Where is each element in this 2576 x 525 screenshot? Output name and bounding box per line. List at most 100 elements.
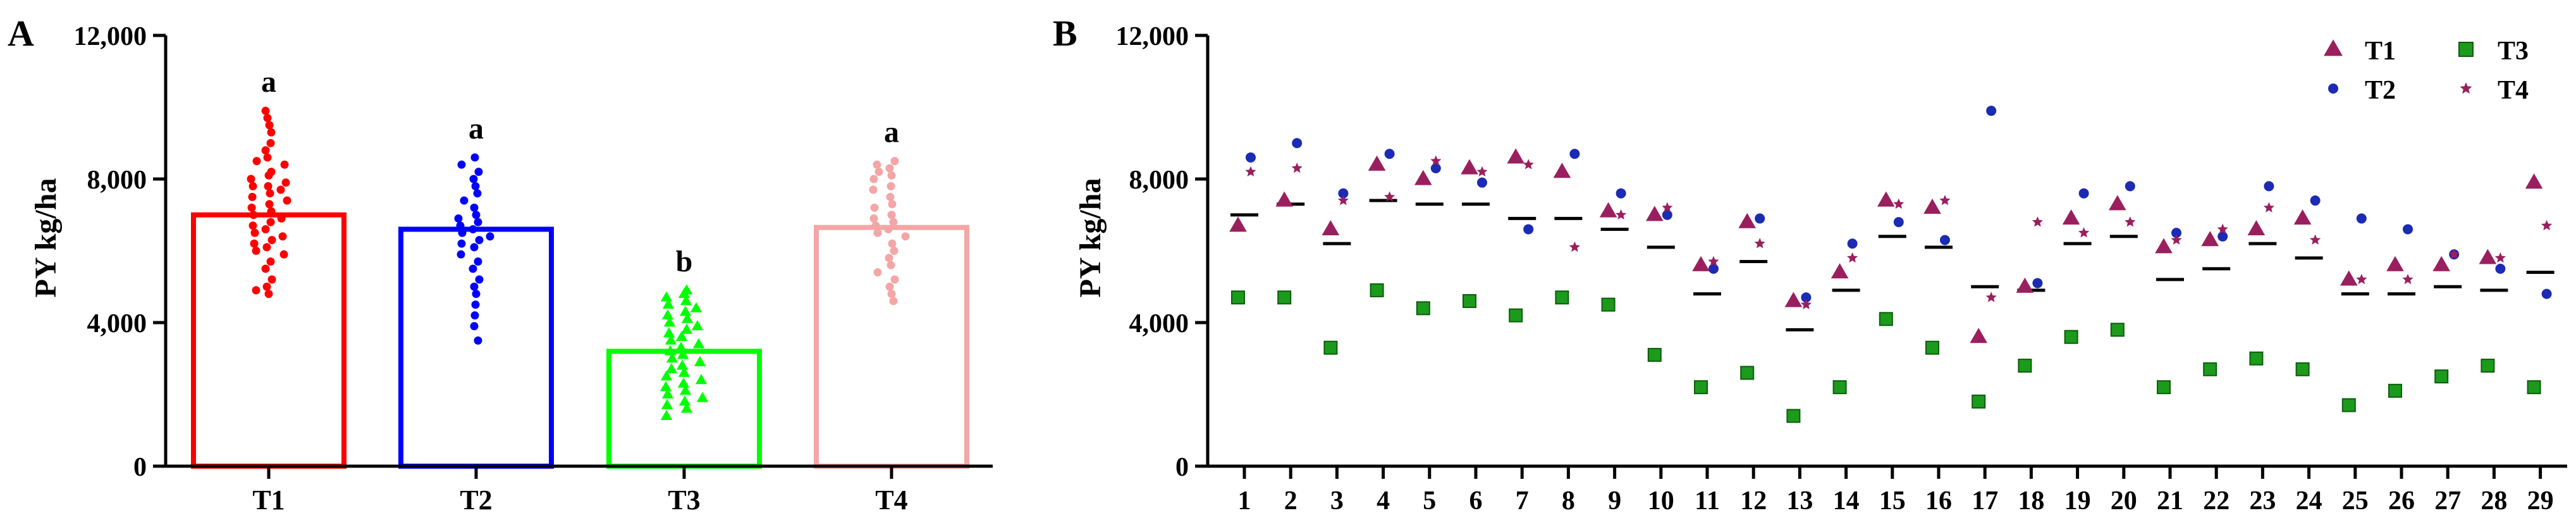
panel-b-point-t1 (1831, 263, 1849, 279)
panel-a-point (681, 312, 694, 323)
panel-a-point (264, 171, 273, 180)
panel-a-point (888, 239, 897, 248)
panel-b-point-t4 (1985, 292, 1997, 302)
panel-b-point-t4 (2032, 216, 2043, 227)
panel-a-point (267, 207, 276, 216)
panel-b-point-t1 (2386, 256, 2404, 271)
panel-b-point-t4 (1800, 299, 1812, 309)
panel-a-point (471, 300, 480, 309)
panel-a-point (663, 327, 675, 338)
panel-b-point-t1 (1784, 292, 1803, 307)
panel-b-point-t2 (1801, 292, 1812, 303)
panel-b-x-tick-label: 25 (2342, 486, 2369, 516)
panel-b-legend: T1 T2 T3 T4 (2324, 37, 2529, 105)
panel-a-point (885, 282, 894, 291)
panel-a-point (889, 218, 898, 226)
panel-a-point (266, 257, 275, 266)
panel-b-x-tick-label: 20 (2111, 486, 2137, 516)
panel-a-point (250, 228, 259, 237)
panel-a-point (661, 398, 673, 409)
panel-b-point-t4 (2125, 216, 2136, 227)
panel-b-point-t3 (1463, 293, 1476, 308)
panel-b-x-tick-label: 8 (1562, 486, 1575, 516)
panel-b-point-t1 (1646, 206, 1664, 221)
panel-b-legend-label-t1: T1 (2365, 37, 2396, 66)
panel-a-point (886, 192, 895, 201)
panel-a-point (264, 290, 273, 299)
panel-b-point-t2 (2078, 188, 2089, 199)
panel-a-point (664, 345, 677, 355)
panel-a-point (470, 153, 479, 162)
panel-b-x-tick-label: 18 (2018, 486, 2044, 516)
panel-b-point-t2 (1940, 235, 1950, 245)
panel-b-point-t3 (2341, 398, 2356, 412)
panel-a-point (889, 297, 898, 306)
panel-b-x-tick-label: 3 (1330, 486, 1344, 516)
panel-b-point-t2 (1755, 213, 1765, 224)
panel-b-x-tick-label: 19 (2064, 486, 2091, 516)
panel-b-point-t4 (2078, 227, 2090, 238)
panel-a-point (469, 264, 477, 273)
panel-a-letter: a (884, 116, 899, 149)
panel-b-point-t1 (1692, 256, 1710, 271)
panel-a-point (267, 275, 276, 284)
panel-b-point-t3 (1694, 380, 1708, 395)
panel-b-point-t1 (1970, 328, 1987, 343)
panel-a-point (665, 363, 678, 374)
panel-b-point-t3 (2295, 362, 2310, 376)
panel-a-point (474, 257, 482, 266)
panel-a-bar-t1 (191, 212, 347, 469)
panel-a-point (261, 225, 270, 233)
panel-b-point-t3 (2018, 359, 2032, 373)
panel-a-point (873, 268, 882, 277)
panel-b-point-t1 (2525, 173, 2543, 189)
panel-b-legend-marker-t2 (2328, 83, 2338, 94)
panel-a-point (262, 282, 271, 291)
panel-a-point (680, 323, 693, 334)
panel-b-point-t3 (1555, 290, 1569, 305)
panel-b-point-t2 (2032, 278, 2043, 288)
panel-b-point-t2 (2356, 213, 2367, 224)
panel-b-y-axis-label: PY kg/ha (1074, 178, 1107, 298)
panel-b-point-t2 (2310, 195, 2321, 206)
panel-a-point (662, 299, 675, 309)
panel-b-point-t2 (1477, 177, 1487, 188)
panel-a-point (475, 275, 484, 284)
panel-a-point (695, 374, 708, 385)
panel-a-x-tick-label: T4 (875, 485, 907, 516)
panel-b-x-tick-label: 29 (2527, 486, 2554, 516)
panel-b-y-tick-label: 4,000 (1129, 309, 1189, 338)
panel-a-x-tick-labels: T1 T2 T3 T4 (252, 466, 908, 516)
panel-a-point (677, 349, 689, 359)
panel-b-point-t3 (1323, 340, 1338, 355)
panel-b-point-t4 (2448, 249, 2460, 259)
panel-b-point-t2 (2495, 263, 2506, 274)
panel-a-point (472, 211, 481, 219)
panel-a-point (263, 153, 272, 162)
panel-a-y-tick-label: 8,000 (87, 166, 147, 195)
panel-a-point (874, 168, 883, 176)
panel-b-point-t4 (1847, 252, 1858, 263)
panel-a-point (460, 196, 469, 205)
panel-b-point-t1 (2432, 256, 2450, 271)
panel-b-point-t4 (1754, 238, 1765, 249)
panel-a-x-tick-label: T3 (668, 485, 700, 516)
panel-b-x-tick-label: 11 (1695, 486, 1720, 516)
panel-b-point-t2 (2217, 231, 2228, 242)
panel-a-point (470, 243, 479, 252)
panel-a-point (457, 250, 465, 259)
panel-b-x-tick-label: 26 (2388, 486, 2415, 516)
panel-a-point (676, 359, 689, 370)
panel-a-y-axis-label: PY kg/ha (29, 178, 63, 298)
panel-b-point-t3 (1879, 312, 1893, 326)
panel-a-point (471, 182, 480, 190)
panel-b-point-t3 (1925, 340, 1939, 355)
panel-a-y-tick-label: 4,000 (87, 309, 147, 338)
panel-b-x-tick-label: 12 (1740, 486, 1767, 516)
panel-b-point-t3 (2110, 323, 2125, 337)
panel-a-point (470, 311, 479, 320)
panel-a-point (869, 214, 878, 223)
panel-a-points (247, 106, 910, 420)
panel-b-point-t3 (1509, 308, 1523, 323)
